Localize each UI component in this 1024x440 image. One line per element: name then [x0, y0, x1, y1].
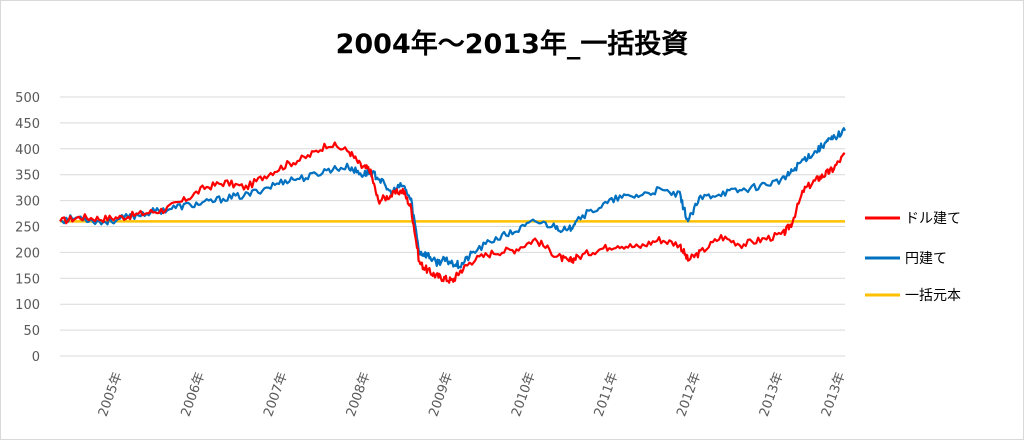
x-tick-label: 2008年 [344, 370, 374, 418]
series-line-1 [59, 127, 846, 270]
y-tick-label: 250 [15, 221, 40, 236]
x-tick-label: 2006年 [179, 370, 209, 418]
y-tick-label: 300 [15, 195, 40, 210]
series-line-0 [59, 141, 846, 284]
y-tick-label: 0 [32, 350, 40, 365]
x-tick-label: 2005年 [96, 370, 126, 418]
x-tick-label: 2013年 [819, 370, 849, 418]
x-tick-label: 2011年 [592, 370, 622, 418]
x-tick-label: 2012年 [674, 370, 704, 418]
x-tick-label: 2010年 [509, 370, 539, 418]
y-tick-label: 50 [23, 324, 40, 339]
y-tick-label: 450 [15, 117, 40, 132]
x-tick-label: 2009年 [426, 370, 456, 418]
y-tick-label: 150 [15, 272, 40, 287]
chart-title: 2004年～2013年_一括投資 [335, 29, 689, 60]
y-tick-label: 100 [15, 298, 40, 313]
y-tick-label: 350 [15, 169, 40, 184]
legend-label-0: ドル建て [905, 211, 961, 227]
legend-label-2: 一括元本 [905, 288, 961, 304]
x-tick-label: 2013年 [757, 370, 787, 418]
x-tick-label: 2007年 [261, 370, 291, 418]
y-tick-label: 200 [15, 246, 40, 261]
legend-label-1: 円建て [905, 251, 947, 267]
y-tick-label: 500 [15, 91, 40, 106]
y-tick-label: 400 [15, 143, 40, 158]
